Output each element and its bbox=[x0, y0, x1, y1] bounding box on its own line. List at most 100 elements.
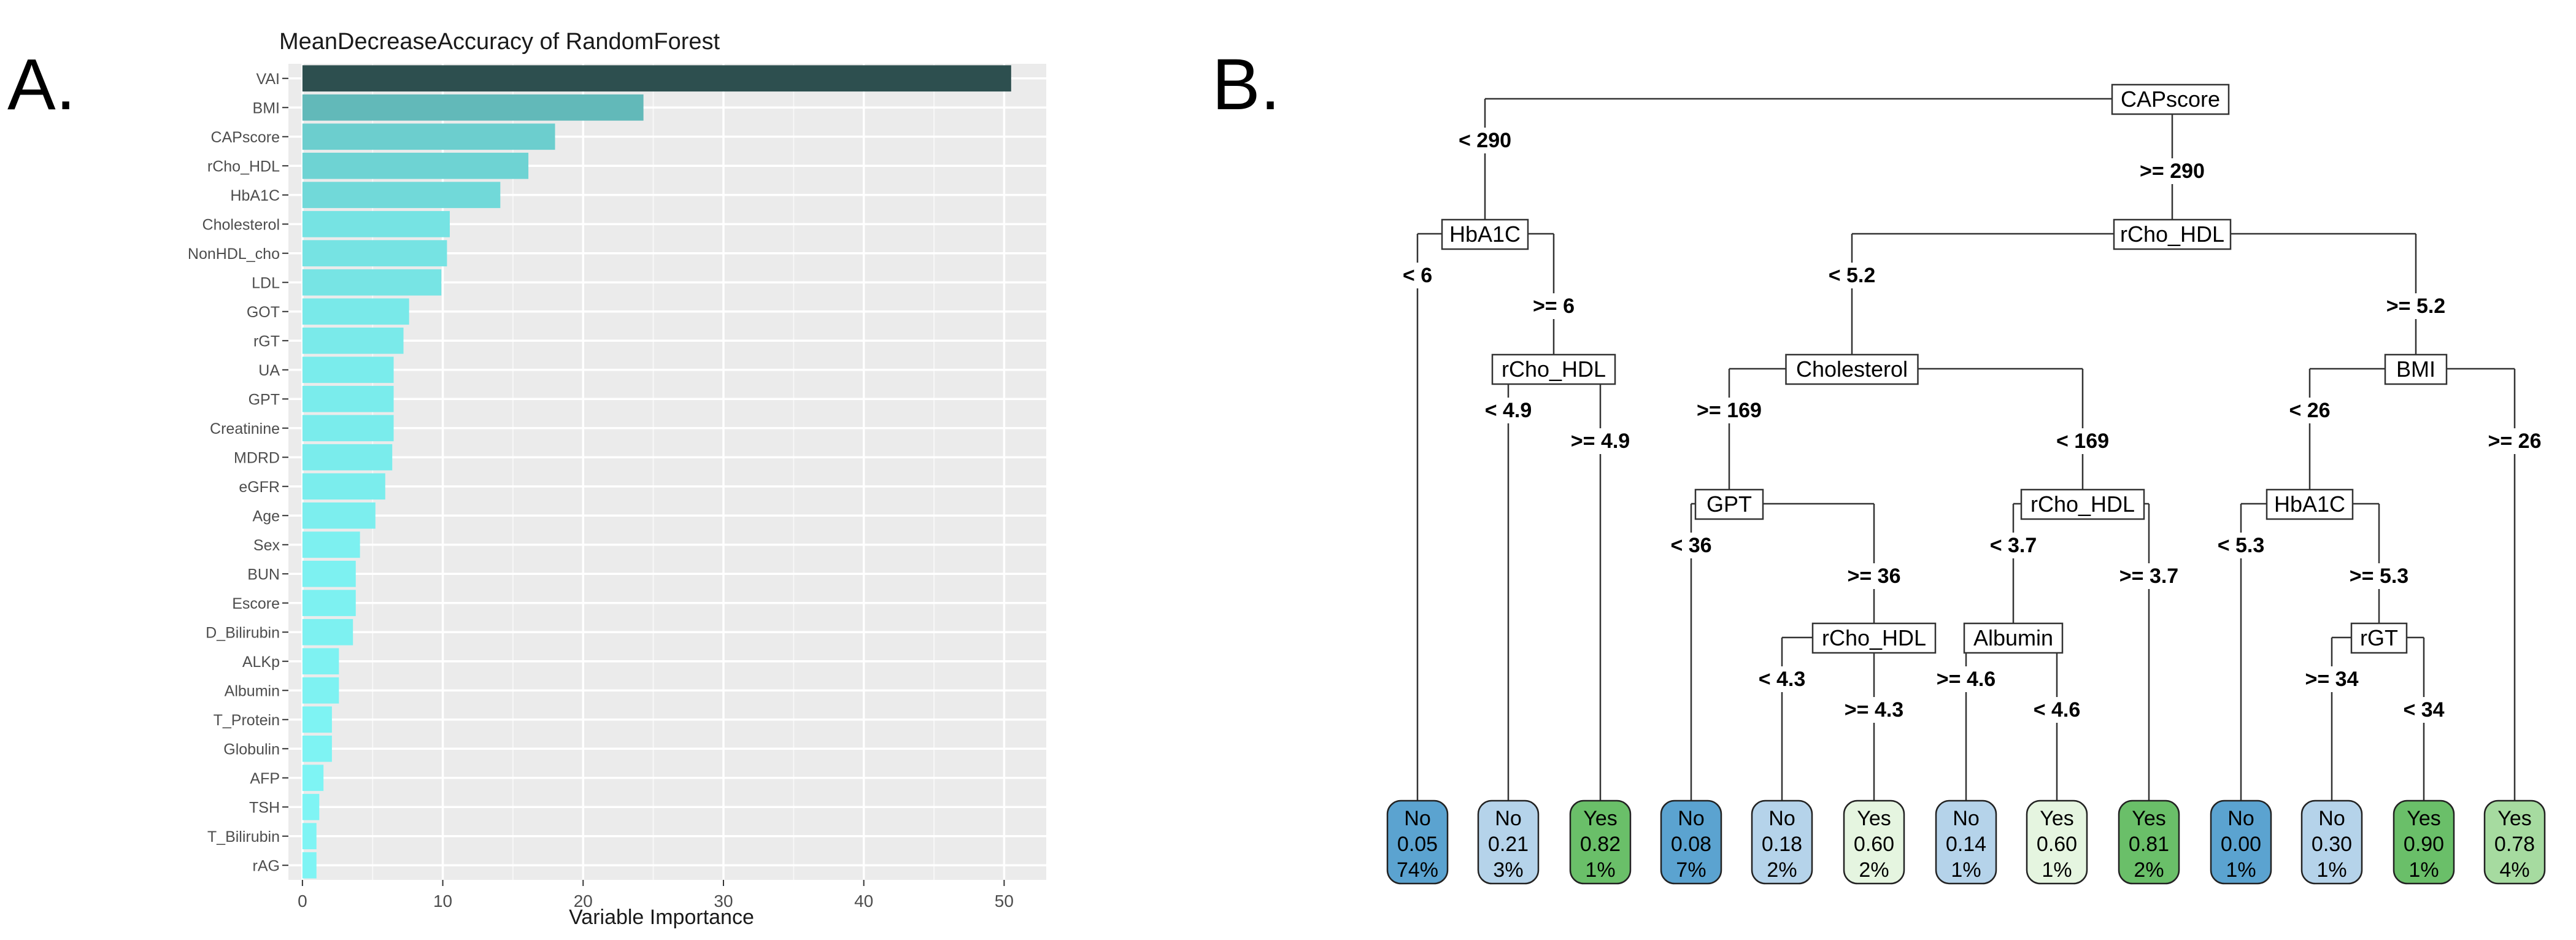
split-label-bg bbox=[1482, 398, 1535, 423]
split-label-bg bbox=[1530, 293, 1578, 319]
bar bbox=[302, 823, 317, 850]
bar bbox=[302, 240, 447, 267]
leaf-percent-label: 1% bbox=[1585, 858, 1615, 882]
split-label-left: >= 34 bbox=[2305, 668, 2359, 691]
leaf-percent-label: 1% bbox=[2408, 858, 2439, 882]
tree-node-box bbox=[1491, 353, 1616, 385]
leaf-percent-label: 4% bbox=[2499, 858, 2529, 882]
y-tick-label: MDRD bbox=[234, 449, 280, 466]
leaf-probability-label: 0.90 bbox=[2404, 833, 2444, 856]
tree-node-box bbox=[1811, 622, 1937, 654]
split-label-bg bbox=[1668, 533, 1714, 558]
y-tick-label: rAG bbox=[253, 857, 280, 874]
split-label-bg bbox=[1987, 533, 2040, 558]
tree-node-box bbox=[1694, 488, 1764, 520]
x-tick-label: 40 bbox=[854, 892, 873, 911]
tree-node-label: GPT bbox=[1706, 491, 1752, 517]
chart-title: MeanDecreaseAccuracy of RandomForest bbox=[279, 29, 720, 55]
y-tick-label: UA bbox=[258, 362, 280, 379]
leaf-probability-label: 0.82 bbox=[1580, 833, 1621, 856]
split-label-right: < 169 bbox=[2056, 430, 2109, 453]
y-tick-label: NonHDL_cho bbox=[188, 245, 280, 263]
leaf-percent-label: 74% bbox=[1397, 858, 1438, 882]
y-tick-label: AFP bbox=[250, 770, 280, 787]
bar bbox=[302, 415, 394, 442]
bar bbox=[302, 327, 404, 354]
y-tick-label: Sex bbox=[253, 537, 280, 554]
split-label-bg bbox=[1456, 128, 1514, 153]
tree-node-label: rCho_HDL bbox=[1502, 356, 1606, 382]
tree-node-box bbox=[2113, 218, 2232, 250]
split-label-right: < 4.6 bbox=[2034, 698, 2081, 722]
leaf-percent-label: 3% bbox=[1493, 858, 1523, 882]
leaf-class-label: No bbox=[1404, 807, 1430, 830]
tree-leaf-box bbox=[1660, 799, 1722, 885]
split-label-right: >= 3.7 bbox=[2119, 564, 2178, 588]
bar bbox=[302, 473, 385, 500]
split-label-right: < 34 bbox=[2403, 698, 2444, 722]
y-tick-label: Albumin bbox=[225, 682, 280, 699]
bar bbox=[302, 531, 360, 558]
split-label-left: < 36 bbox=[1670, 534, 1711, 557]
leaf-percent-label: 2% bbox=[2134, 858, 2164, 882]
leaf-class-label: Yes bbox=[2497, 807, 2531, 830]
split-label-right: >= 26 bbox=[2488, 430, 2542, 453]
tree-leaf-box bbox=[2393, 799, 2455, 885]
y-tick-label: HbA1C bbox=[230, 187, 280, 204]
tree-node-label: CAPscore bbox=[2121, 87, 2220, 112]
leaf-class-label: Yes bbox=[2407, 807, 2440, 830]
leaf-percent-label: 7% bbox=[1676, 858, 1706, 882]
split-label-bg bbox=[1934, 666, 1999, 692]
bar bbox=[302, 502, 376, 529]
tree-node-label: rCho_HDL bbox=[2030, 491, 2135, 517]
tree-leaf-box bbox=[1935, 799, 1997, 885]
decision-tree: < 290 >= 290 < 6 >= 6 < 4.9 >= 4.9 < 5.2 >= 5.2… bbox=[1386, 83, 2546, 885]
split-label-bg bbox=[1400, 263, 1435, 288]
leaf-probability-label: 0.08 bbox=[1671, 833, 1711, 856]
leaf-percent-label: 2% bbox=[1859, 858, 1889, 882]
leaf-percent-label: 1% bbox=[2316, 858, 2347, 882]
tree-leaf-box bbox=[1477, 799, 1540, 885]
bar bbox=[302, 706, 332, 733]
tree-split-labels: < 290 >= 290 < 6 >= 6 < 4.9 >= 4.9 < 5.2 >= 5.2… bbox=[1400, 128, 2544, 723]
split-label-left: < 4.9 bbox=[1485, 399, 1532, 422]
split-label-left: < 4.3 bbox=[1759, 668, 1806, 691]
split-label-bg bbox=[2286, 398, 2333, 423]
y-tick-label: BUN bbox=[247, 566, 280, 583]
bar bbox=[302, 735, 332, 762]
leaf-probability-label: 0.60 bbox=[1854, 833, 1894, 856]
bar bbox=[302, 152, 529, 179]
leaf-probability-label: 0.81 bbox=[2129, 833, 2169, 856]
y-tick-label: LDL bbox=[252, 274, 280, 291]
bar bbox=[302, 298, 409, 325]
split-label-bg bbox=[1568, 428, 1633, 454]
split-label-left: < 6 bbox=[1403, 264, 1432, 287]
x-tick-labels: 0 10 20 30 40 50 bbox=[298, 880, 1014, 911]
leaf-probability-label: 0.30 bbox=[2312, 833, 2352, 856]
leaf-class-label: Yes bbox=[1857, 807, 1891, 830]
leaf-probability-label: 0.78 bbox=[2494, 833, 2535, 856]
x-tick-label: 50 bbox=[995, 892, 1014, 911]
bar bbox=[302, 444, 393, 471]
y-tick-label: GPT bbox=[249, 391, 280, 408]
split-label-left: < 3.7 bbox=[1990, 534, 2037, 557]
tree-leaf-box bbox=[2300, 799, 2363, 885]
y-tick-label: D_Bilirubin bbox=[206, 624, 280, 641]
tree-node-box bbox=[2350, 622, 2408, 654]
split-label-left: >= 4.6 bbox=[1937, 668, 1996, 691]
leaf-class-label: Yes bbox=[2132, 807, 2165, 830]
tree-leaves: No0.0574%No0.213%Yes0.821%No0.087%No0.18… bbox=[1386, 799, 2546, 885]
split-label-bg bbox=[2215, 533, 2267, 558]
leaf-class-label: No bbox=[1495, 807, 1521, 830]
bar bbox=[302, 677, 339, 704]
bar bbox=[302, 269, 442, 296]
bar bbox=[302, 356, 394, 383]
tree-node-label: HbA1C bbox=[1449, 222, 1521, 247]
bar bbox=[302, 765, 324, 792]
importance-bar-chart: MeanDecreaseAccuracy of RandomForest VAI… bbox=[188, 29, 1046, 929]
tree-leaf-box bbox=[2210, 799, 2272, 885]
y-tick-labels: VAI BMI CAPscore rCho_HDL HbA1C Cholesterol No… bbox=[188, 71, 288, 874]
leaf-class-label: No bbox=[2318, 807, 2345, 830]
split-label-bg bbox=[2302, 666, 2361, 692]
